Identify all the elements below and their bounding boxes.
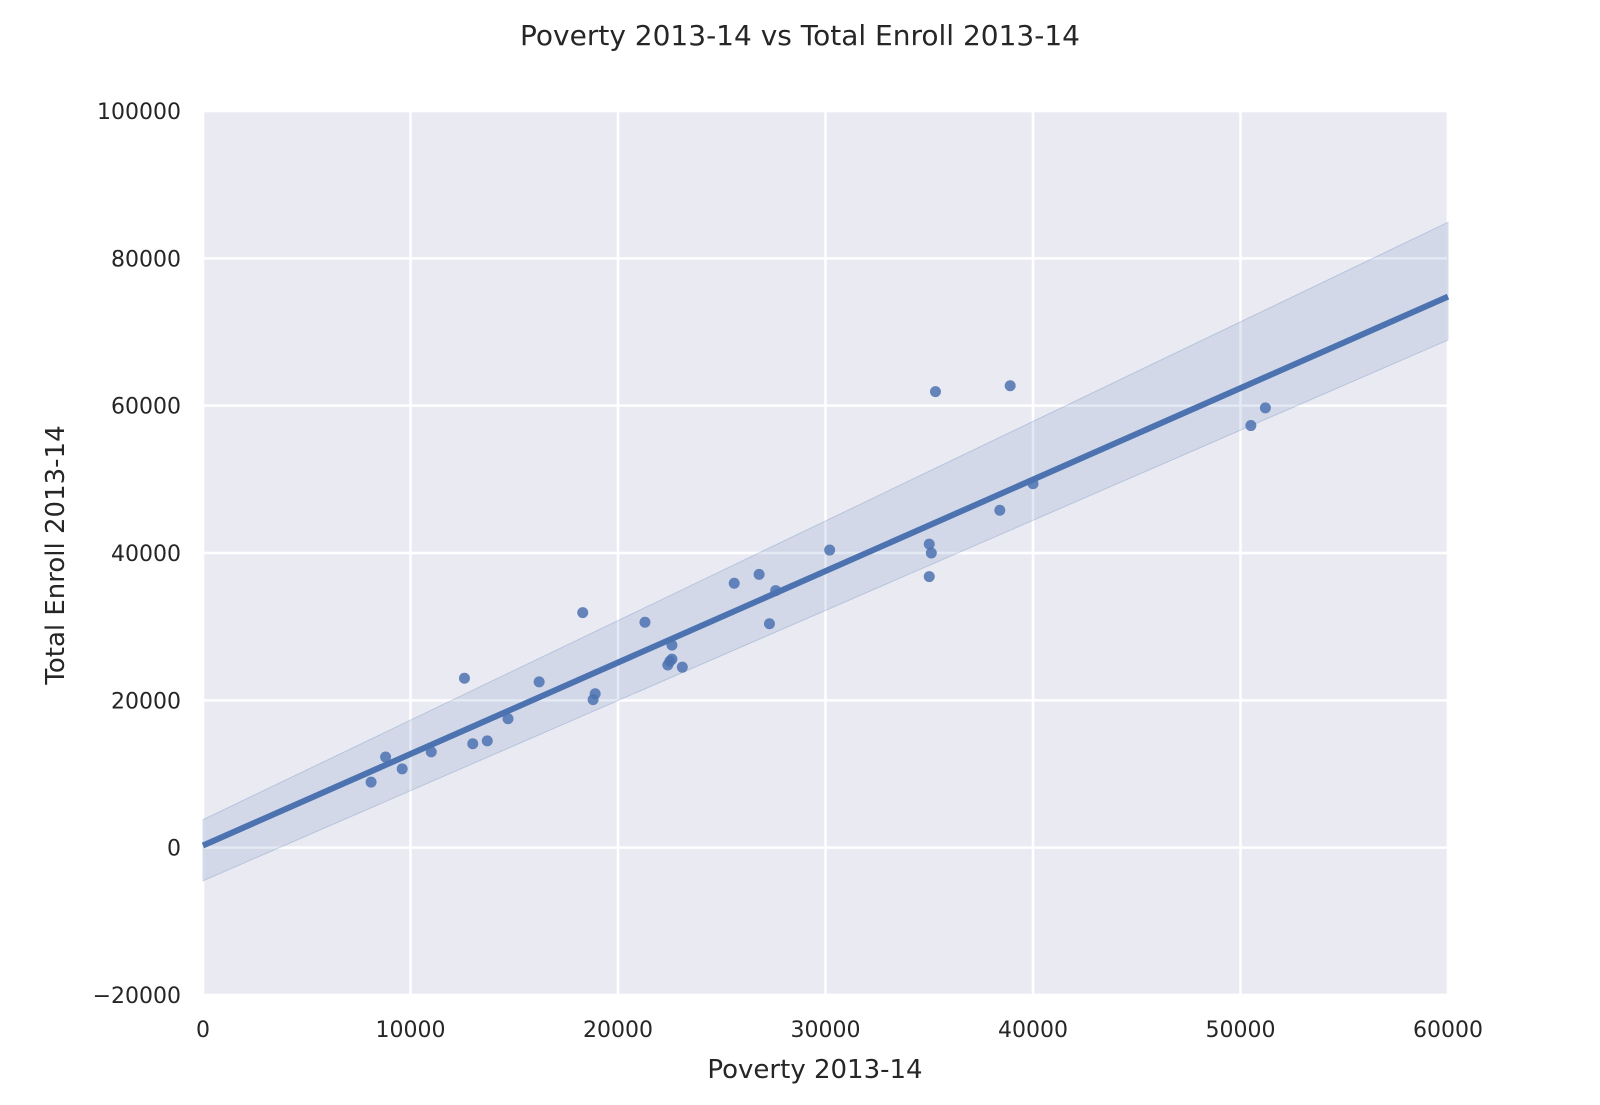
y-tick-labels: −20000 0 20000 40000 60000 80000 100000	[93, 100, 181, 1009]
y-tick-label: 40000	[111, 542, 181, 567]
data-point	[753, 568, 765, 580]
data-points	[365, 380, 1271, 788]
x-tick-labels: 0 10000 20000 30000 40000 50000 60000	[196, 1018, 1483, 1043]
y-tick-label: 60000	[111, 395, 181, 420]
data-point	[425, 746, 437, 758]
data-point	[589, 688, 601, 700]
data-point	[396, 763, 408, 775]
y-tick-label: 0	[167, 837, 181, 862]
data-point	[824, 544, 836, 556]
data-point	[994, 504, 1006, 516]
x-tick-label: 60000	[1413, 1018, 1483, 1043]
data-point	[639, 616, 651, 628]
x-tick-label: 30000	[791, 1018, 861, 1043]
x-tick-label: 20000	[583, 1018, 653, 1043]
data-point	[666, 653, 678, 665]
data-point	[666, 639, 678, 651]
data-point	[728, 577, 740, 589]
regression-line	[201, 293, 1450, 849]
data-point	[1259, 402, 1271, 414]
x-tick-label: 0	[196, 1018, 210, 1043]
y-tick-label: 80000	[111, 247, 181, 272]
data-point	[365, 776, 377, 788]
data-point	[467, 738, 479, 750]
data-point	[1004, 380, 1016, 392]
data-point	[1027, 478, 1039, 490]
y-tick-label: 20000	[111, 689, 181, 714]
data-point	[923, 571, 935, 583]
x-tick-label: 50000	[1206, 1018, 1276, 1043]
chart-title: Poverty 2013-14 vs Total Enroll 2013-14	[520, 19, 1080, 52]
x-axis-label: Poverty 2013-14	[707, 1055, 922, 1085]
data-point	[763, 618, 775, 630]
y-axis-label: Total Enroll 2013-14	[41, 425, 71, 685]
data-point	[502, 713, 514, 725]
data-point	[458, 672, 470, 684]
y-tick-label: −20000	[93, 984, 181, 1009]
data-point	[929, 386, 941, 398]
data-point	[380, 751, 392, 763]
data-point	[925, 547, 937, 559]
data-point	[533, 676, 545, 688]
data-point	[1245, 420, 1257, 432]
y-tick-label: 100000	[97, 100, 181, 125]
x-tick-label: 40000	[998, 1018, 1068, 1043]
data-point	[923, 538, 935, 550]
data-point	[676, 661, 688, 673]
data-point	[577, 607, 589, 619]
data-point	[481, 735, 493, 747]
data-point	[770, 585, 782, 597]
x-tick-label: 10000	[376, 1018, 446, 1043]
